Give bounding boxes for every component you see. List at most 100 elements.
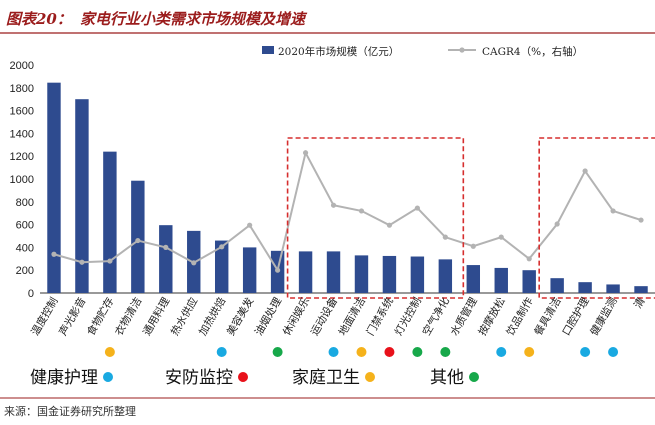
chart-legend: 2020年市场规模（亿元） CAGR4（%，右轴） [262,45,583,58]
category-label: 饮品制作 [504,295,537,338]
group-dot [496,347,507,357]
category-label: 声光影音 [56,295,88,338]
y-tick-label: 800 [16,197,34,209]
legend-line-label: CAGR4（%，右轴） [482,45,583,58]
bar [298,251,313,293]
cagr-point [191,260,197,266]
cagr-point [107,258,113,264]
bar [354,255,369,293]
legend-bar-swatch [262,46,274,54]
group-legend-label: 安防监控 [165,368,233,388]
group-dot [216,347,227,357]
category-label: 健康监测 [587,295,619,338]
category-label: 运动设备 [308,295,341,338]
cagr-point [302,150,309,156]
cagr-point [330,202,337,208]
y-tick-label: 1400 [10,128,34,140]
bar [466,265,481,293]
cagr-point [554,221,560,227]
figure-label: 图表20： [6,10,72,28]
bar [550,278,564,293]
group-dot [384,347,395,357]
bar [214,240,229,293]
category-label: 门禁系统 [364,295,397,338]
bar [578,282,592,293]
group-dot [440,347,451,357]
group-dot [356,347,367,357]
bar [131,180,145,293]
cagr-point [414,205,420,211]
group-legend-dot [238,372,248,382]
legend-line-marker [459,47,465,53]
cagr-point [442,234,448,240]
y-tick-label: 2000 [10,60,34,72]
group-legend-label: 其他 [430,368,464,388]
y-tick-label: 400 [16,242,34,254]
bar [103,151,117,293]
source-note: 来源：国金证券研究所整理 [4,404,136,418]
y-tick-label: 600 [16,220,34,232]
y-tick-label: 1000 [10,174,34,186]
cagr-point [498,234,504,240]
y-tick-label: 1200 [10,151,34,163]
cagr-point [51,251,57,257]
category-label: 通用料理 [140,295,173,338]
y-tick-label: 1600 [10,106,34,118]
group-dot [608,347,619,357]
category-label: 加热烘焙 [196,295,229,338]
group-dot [328,347,339,357]
group-dot [580,347,591,357]
group-dot [104,347,115,357]
cagr-point [386,222,393,228]
bar [634,286,648,293]
legend-bar-label: 2020年市场规模（亿元） [278,45,399,58]
cagr-point [247,222,253,228]
bar [75,99,89,293]
category-label: 衣物清洁 [112,295,144,338]
y-tick-label: 1800 [10,83,34,95]
category-label: 热水供应 [168,295,201,338]
cagr-point [219,244,225,250]
chart-title: 家电行业小类需求市场规模及增速 [80,10,308,28]
bar [522,270,536,293]
category-label: 食物贮存 [84,295,117,338]
bar [47,82,61,293]
category-label: 油烟处理 [252,295,285,338]
cagr-point [526,256,532,262]
bar [159,225,173,293]
category-label: 美容美发 [224,295,257,338]
cagr-point [135,237,141,244]
bar [326,251,341,293]
cagr-point [638,217,644,223]
cagr-line [53,149,642,273]
cagr-point [358,208,365,214]
cagr-point [79,259,85,265]
bar [494,267,508,293]
y-tick-label: 0 [28,288,34,300]
cagr-point [163,244,169,250]
plot-area: 0 200 400 600 800 1000 1200 1400 1600 1800 2000 温度控… [10,45,655,388]
bar [410,256,425,293]
category-label: 空气净化 [420,295,453,338]
cagr-point [275,267,281,273]
group-legend-label: 家庭卫生 [292,368,360,388]
category-label: 按摩放松 [476,295,509,338]
group-legend-dot [469,372,479,382]
cagr-point [582,168,588,174]
category-label: 餐具清洁 [531,295,563,338]
category-label: 口腔护理 [559,295,592,338]
group-dot [272,347,283,357]
y-tick-label: 200 [16,265,34,277]
bar [382,255,397,293]
category-label: 温度控制 [28,295,60,338]
cagr-point [610,208,616,214]
highlight-box [538,137,655,299]
category-label: 水质管理 [448,295,481,338]
bar [606,284,620,293]
category-label: 灯光控制 [392,295,424,338]
group-legend-label: 健康护理 [30,368,98,388]
group-dot [412,347,423,357]
category-label: 休闲娱乐 [280,295,313,338]
bar [438,259,453,293]
